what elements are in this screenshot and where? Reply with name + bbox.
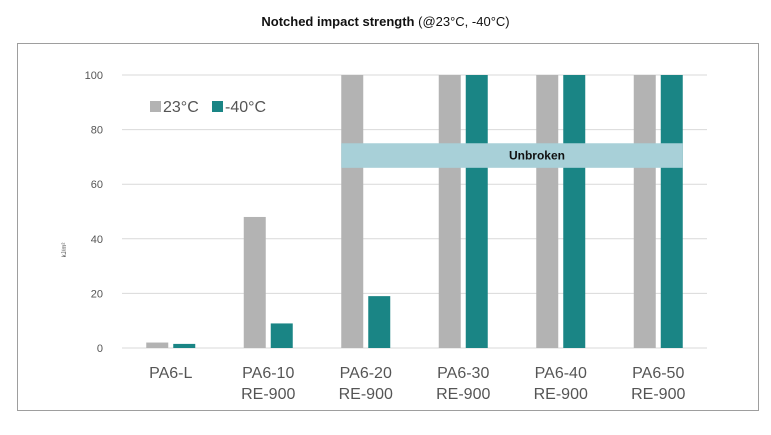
bar-series-minus40c	[173, 343, 196, 348]
bar-series-23c	[633, 75, 656, 348]
x-category-label: PA6-20	[340, 365, 392, 382]
y-tick-label: 0	[97, 343, 103, 355]
bar-series-23c	[243, 216, 266, 348]
bar-series-23c	[146, 342, 169, 348]
y-axis-label: kJ/m²	[62, 243, 68, 258]
bar-series-minus40c	[465, 75, 488, 348]
chart-frame	[17, 43, 759, 411]
x-category-label: RE-900	[436, 386, 490, 403]
chart-subtitle: (@23°C, -40°C)	[418, 14, 510, 29]
x-category-label: PA6-30	[437, 365, 489, 382]
chart-title: Notched impact strength (@23°C, -40°C)	[0, 14, 771, 29]
x-category-label: RE-900	[339, 386, 393, 403]
y-tick-label: 40	[91, 234, 103, 246]
y-tick-label: 80	[91, 125, 103, 137]
bar-series-minus40c	[270, 323, 293, 348]
x-category-label: PA6-L	[149, 365, 192, 382]
bar-series-23c	[536, 75, 559, 348]
x-category-label: RE-900	[631, 386, 685, 403]
y-tick-label: 20	[91, 288, 103, 300]
legend-swatch-23c	[150, 101, 161, 112]
legend-swatch-minus40c	[212, 101, 223, 112]
legend-label-minus40c: -40°C	[225, 99, 266, 116]
bar-series-minus40c	[563, 75, 586, 348]
x-category-label: RE-900	[534, 386, 588, 403]
bar-series-23c	[438, 75, 461, 348]
y-tick-label: 100	[85, 70, 103, 82]
unbroken-label: Unbroken	[509, 149, 565, 163]
x-category-label: RE-900	[241, 386, 295, 403]
chart-title-main: Notched impact strength	[261, 14, 415, 29]
bar-series-minus40c	[660, 75, 683, 348]
y-tick-label: 60	[91, 179, 103, 191]
bar-series-23c	[341, 75, 364, 348]
unbroken-band	[341, 143, 683, 168]
x-category-label: PA6-10	[242, 365, 294, 382]
x-category-label: PA6-50	[632, 365, 684, 382]
bar-series-minus40c	[368, 296, 391, 348]
x-category-label: PA6-40	[535, 365, 587, 382]
legend-label-23c: 23°C	[163, 99, 199, 116]
